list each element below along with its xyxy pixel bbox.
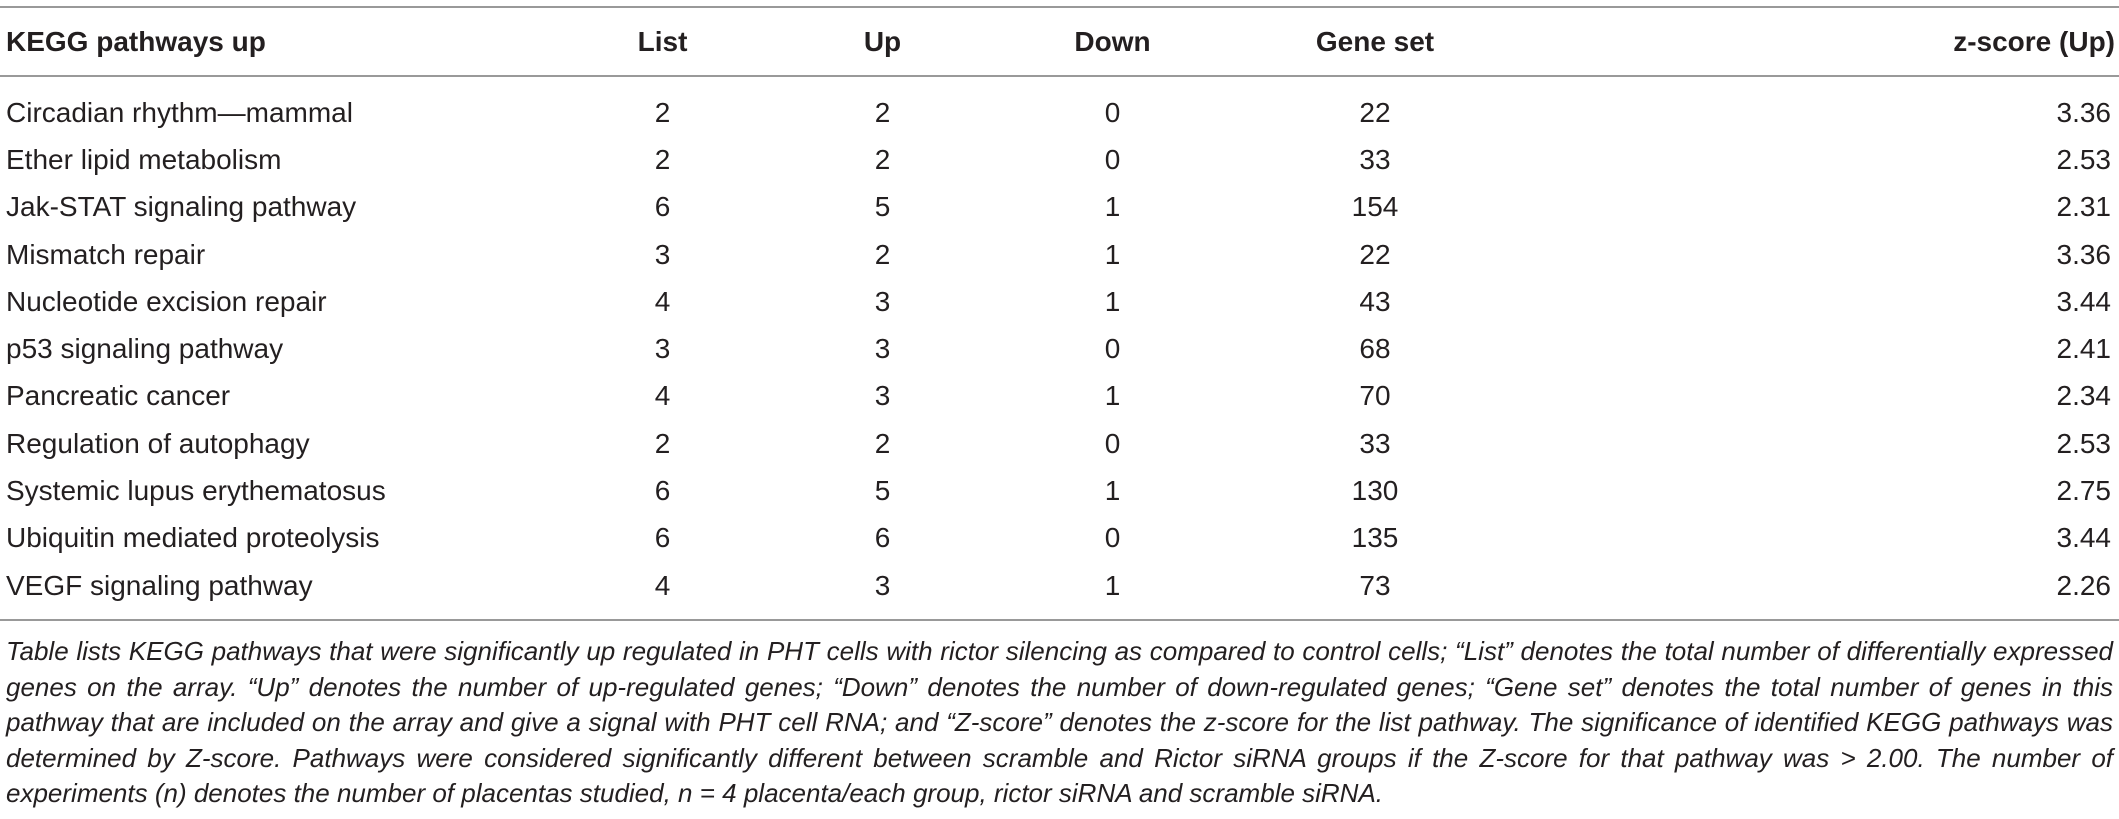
- cell-pathway: p53 signaling pathway: [6, 333, 284, 365]
- cell-z-score: 3.36: [2056, 96, 2112, 128]
- cell-up: 3: [874, 380, 891, 412]
- header-down: Down: [1074, 25, 1151, 57]
- cell-z-score: 2.75: [2056, 475, 2112, 507]
- cell-list: 6: [654, 522, 671, 554]
- cell-up: 3: [874, 333, 891, 365]
- cell-pathway: VEGF signaling pathway: [6, 569, 313, 601]
- cell-down: 0: [1104, 522, 1121, 554]
- table-row: Systemic lupus erythematosus 6 5 1 130 2…: [0, 467, 2119, 514]
- table-row: Nucleotide excision repair 4 3 1 43 3.44: [0, 278, 2119, 325]
- cell-gene-set: 33: [1359, 143, 1391, 175]
- cell-list: 2: [654, 427, 671, 459]
- header-list: List: [637, 25, 688, 57]
- cell-gene-set: 33: [1359, 427, 1391, 459]
- cell-z-score: 2.31: [2056, 191, 2112, 223]
- cell-list: 4: [654, 285, 671, 317]
- cell-list: 3: [654, 333, 671, 365]
- cell-up: 6: [874, 522, 891, 554]
- cell-down: 1: [1104, 238, 1121, 270]
- header-row: KEGG pathways up List Up Down Gene set z…: [0, 7, 2119, 76]
- kegg-pathways-table: KEGG pathways up List Up Down Gene set z…: [0, 6, 2119, 621]
- table-row: Circadian rhythm—mammal 2 2 0 22 3.36: [0, 76, 2119, 136]
- cell-up: 3: [874, 569, 891, 601]
- cell-up: 5: [874, 475, 891, 507]
- cell-down: 0: [1104, 427, 1121, 459]
- cell-down: 0: [1104, 333, 1121, 365]
- cell-gene-set: 135: [1351, 522, 1399, 554]
- cell-gene-set: 22: [1359, 238, 1391, 270]
- cell-z-score: 2.34: [2056, 380, 2112, 412]
- header-z-score: z-score (Up): [1953, 25, 2115, 57]
- header-kegg-pathways: KEGG pathways up: [6, 25, 266, 57]
- cell-up: 5: [874, 191, 891, 223]
- cell-list: 4: [654, 569, 671, 601]
- cell-list: 2: [654, 143, 671, 175]
- header-up: Up: [863, 25, 902, 57]
- cell-z-score: 2.53: [2056, 427, 2112, 459]
- cell-z-score: 2.26: [2056, 569, 2112, 601]
- cell-pathway: Circadian rhythm—mammal: [6, 96, 353, 128]
- cell-down: 0: [1104, 143, 1121, 175]
- cell-list: 3: [654, 238, 671, 270]
- cell-up: 2: [874, 427, 891, 459]
- cell-z-score: 2.41: [2056, 333, 2112, 365]
- cell-pathway: Mismatch repair: [6, 238, 206, 270]
- table-footnote: Table lists KEGG pathways that were sign…: [6, 636, 2113, 808]
- cell-up: 2: [874, 238, 891, 270]
- cell-up: 2: [874, 96, 891, 128]
- table-row: Pancreatic cancer 4 3 1 70 2.34: [0, 373, 2119, 420]
- cell-gene-set: 154: [1351, 191, 1399, 223]
- cell-gene-set: 43: [1359, 285, 1391, 317]
- cell-gene-set: 22: [1359, 96, 1391, 128]
- cell-list: 4: [654, 380, 671, 412]
- cell-up: 3: [874, 285, 891, 317]
- table-row: VEGF signaling pathway 4 3 1 73 2.26: [0, 562, 2119, 621]
- cell-gene-set: 73: [1359, 569, 1391, 601]
- cell-pathway: Nucleotide excision repair: [6, 285, 327, 317]
- cell-z-score: 2.53: [2056, 143, 2112, 175]
- cell-down: 1: [1104, 191, 1121, 223]
- cell-pathway: Ether lipid metabolism: [6, 143, 282, 175]
- cell-list: 6: [654, 191, 671, 223]
- table-row: Mismatch repair 3 2 1 22 3.36: [0, 231, 2119, 278]
- table-body: Circadian rhythm—mammal 2 2 0 22 3.36 Et…: [0, 76, 2119, 621]
- cell-z-score: 3.44: [2056, 522, 2112, 554]
- cell-down: 0: [1104, 96, 1121, 128]
- cell-pathway: Regulation of autophagy: [6, 427, 310, 459]
- cell-z-score: 3.36: [2056, 238, 2112, 270]
- cell-pathway: Ubiquitin mediated proteolysis: [6, 522, 380, 554]
- cell-down: 1: [1104, 475, 1121, 507]
- header-gene-set: Gene set: [1315, 25, 1435, 57]
- table-header: KEGG pathways up List Up Down Gene set z…: [0, 7, 2119, 76]
- table-row: Ubiquitin mediated proteolysis 6 6 0 135…: [0, 515, 2119, 562]
- table-row: Ether lipid metabolism 2 2 0 33 2.53: [0, 136, 2119, 183]
- cell-pathway: Pancreatic cancer: [6, 380, 231, 412]
- cell-gene-set: 130: [1351, 475, 1399, 507]
- table-row: Jak-STAT signaling pathway 6 5 1 154 2.3…: [0, 184, 2119, 231]
- cell-gene-set: 68: [1359, 333, 1391, 365]
- cell-down: 1: [1104, 380, 1121, 412]
- cell-z-score: 3.44: [2056, 285, 2112, 317]
- cell-up: 2: [874, 143, 891, 175]
- cell-pathway: Jak-STAT signaling pathway: [6, 191, 357, 223]
- cell-list: 6: [654, 475, 671, 507]
- cell-gene-set: 70: [1359, 380, 1391, 412]
- cell-down: 1: [1104, 285, 1121, 317]
- cell-down: 1: [1104, 569, 1121, 601]
- table-row: p53 signaling pathway 3 3 0 68 2.41: [0, 325, 2119, 372]
- cell-list: 2: [654, 96, 671, 128]
- cell-pathway: Systemic lupus erythematosus: [6, 475, 386, 507]
- table-row: Regulation of autophagy 2 2 0 33 2.53: [0, 420, 2119, 467]
